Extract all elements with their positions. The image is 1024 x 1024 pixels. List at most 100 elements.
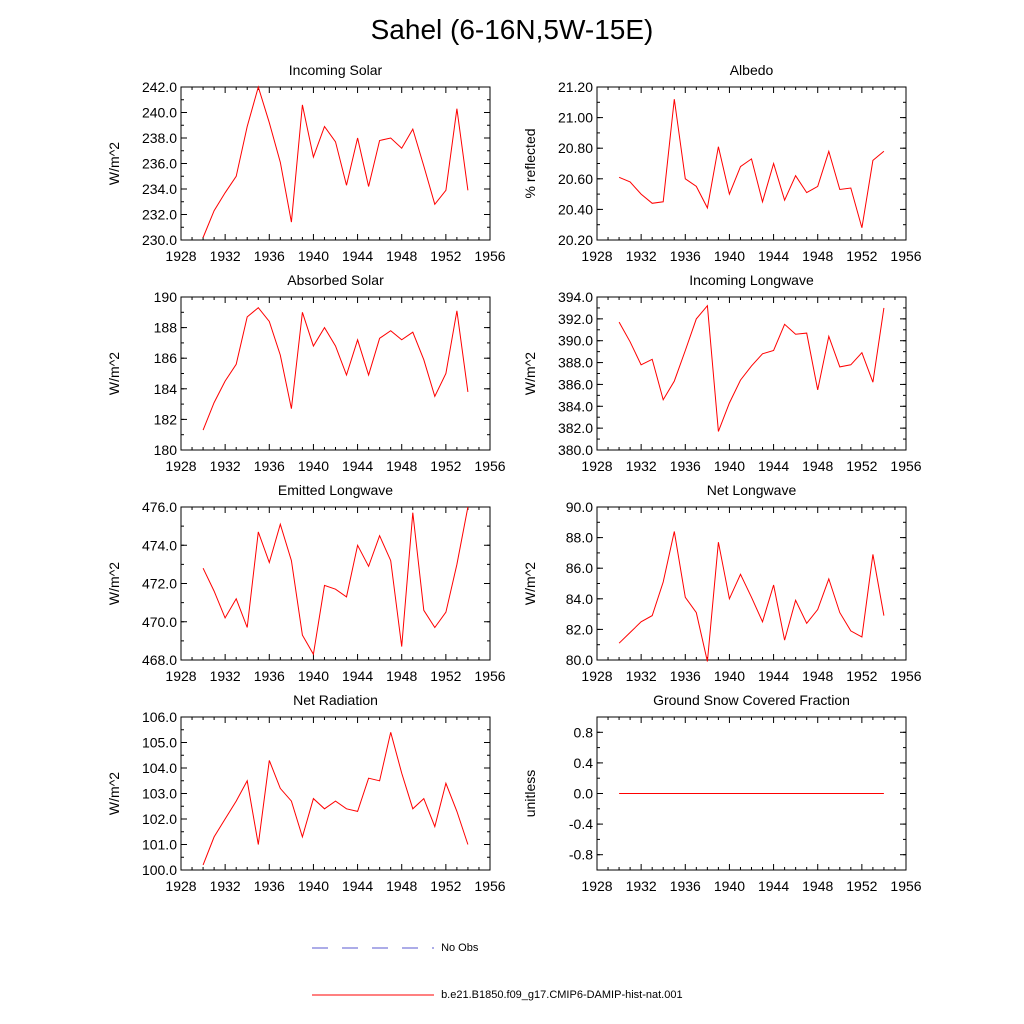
y-tick-label: 0.8 — [574, 724, 594, 740]
y-tick-label: 468.0 — [142, 652, 177, 668]
y-tick-label: 84.0 — [566, 591, 593, 607]
panel-title: Emitted Longwave — [278, 482, 393, 498]
x-tick-label: 1940 — [714, 458, 745, 474]
x-tick-label: 1952 — [846, 248, 877, 264]
legend-label: b.e21.B1850.f09_g17.CMIP6-DAMIP-hist-nat… — [441, 988, 683, 1001]
x-tick-label: 1932 — [626, 248, 657, 264]
x-tick-label: 1936 — [254, 668, 285, 684]
x-tick-label: 1948 — [386, 248, 417, 264]
y-tick-label: 21.20 — [558, 79, 593, 95]
x-tick-label: 1956 — [890, 668, 921, 684]
y-tick-label: 82.0 — [566, 621, 593, 637]
x-tick-label: 1948 — [802, 668, 833, 684]
y-tick-label: 20.60 — [558, 171, 593, 187]
x-tick-label: 1936 — [254, 248, 285, 264]
y-tick-label: -0.4 — [569, 816, 593, 832]
panel-title: Incoming Solar — [289, 62, 383, 78]
y-tick-label: 80.0 — [566, 652, 593, 668]
legend-item-no-obs: No Obs — [310, 941, 478, 955]
x-tick-label: 1952 — [430, 248, 461, 264]
x-tick-label: 1948 — [802, 878, 833, 894]
y-tick-label: 184 — [154, 381, 178, 397]
x-tick-label: 1944 — [342, 248, 373, 264]
series-line — [618, 99, 885, 228]
panel-3: Incoming Longwave W/m^2 380.0 382.0 384.0 386… — [522, 272, 922, 474]
y-tick-label: 0.4 — [574, 755, 594, 771]
x-tick-label: 1944 — [342, 458, 373, 474]
y-tick-label: 380.0 — [558, 442, 593, 458]
y-tick-label: 386.0 — [558, 376, 593, 392]
x-tick-label: 1952 — [846, 458, 877, 474]
x-tick-label: 1944 — [758, 458, 789, 474]
y-tick-label: 103.0 — [142, 786, 177, 802]
x-tick-label: 1948 — [802, 248, 833, 264]
x-tick-label: 1928 — [581, 878, 612, 894]
x-tick-label: 1940 — [714, 668, 745, 684]
x-tick-label: 1936 — [254, 878, 285, 894]
y-axis-label: % reflected — [522, 128, 538, 198]
x-tick-label: 1936 — [670, 248, 701, 264]
y-tick-label: 0.0 — [574, 786, 594, 802]
y-tick-label: 388.0 — [558, 355, 593, 371]
plot-frame — [180, 506, 491, 661]
x-tick-label: 1940 — [298, 668, 329, 684]
x-tick-label: 1928 — [165, 878, 196, 894]
x-tick-label: 1956 — [474, 458, 505, 474]
y-tick-label: 105.0 — [142, 735, 177, 751]
y-tick-label: 474.0 — [142, 537, 177, 553]
y-tick-label: 230.0 — [142, 232, 177, 248]
plot-frame — [180, 86, 491, 241]
y-tick-label: 476.0 — [142, 499, 177, 515]
x-tick-label: 1952 — [846, 668, 877, 684]
x-tick-label: 1932 — [626, 668, 657, 684]
legend-swatch-dashed — [312, 947, 434, 949]
y-tick-label: 188 — [154, 320, 178, 336]
y-tick-label: 392.0 — [558, 311, 593, 327]
panel-0: Incoming Solar W/m^2 230.0 232.0 234.0 236.0 2… — [106, 62, 506, 264]
y-tick-label: 20.80 — [558, 140, 593, 156]
y-tick-label: 20.40 — [558, 201, 593, 217]
y-tick-label: -0.8 — [569, 847, 593, 863]
y-tick-label: 90.0 — [566, 499, 593, 515]
y-axis-label: unitless — [522, 770, 538, 817]
x-tick-label: 1932 — [210, 878, 241, 894]
x-tick-label: 1956 — [890, 878, 921, 894]
x-tick-label: 1944 — [342, 668, 373, 684]
panel-6: Net Radiation W/m^2 100.0 101.0 102.0 103.0 10… — [106, 692, 506, 894]
x-tick-label: 1936 — [670, 668, 701, 684]
y-tick-label: 234.0 — [142, 181, 177, 197]
x-tick-label: 1936 — [670, 458, 701, 474]
y-tick-label: 180 — [154, 442, 178, 458]
panel-title: Net Longwave — [707, 482, 797, 498]
y-tick-label: 88.0 — [566, 530, 593, 546]
y-tick-label: 242.0 — [142, 79, 177, 95]
x-tick-label: 1932 — [210, 668, 241, 684]
y-tick-label: 232.0 — [142, 207, 177, 223]
y-axis-label: W/m^2 — [106, 562, 122, 605]
plot-frame — [596, 296, 907, 451]
x-tick-label: 1948 — [386, 878, 417, 894]
y-axis-label: W/m^2 — [522, 352, 538, 395]
y-tick-label: 100.0 — [142, 862, 177, 878]
x-tick-label: 1948 — [802, 458, 833, 474]
y-axis-label: W/m^2 — [106, 142, 122, 185]
x-tick-label: 1940 — [298, 458, 329, 474]
panel-title: Absorbed Solar — [287, 272, 384, 288]
x-tick-label: 1940 — [298, 248, 329, 264]
x-tick-label: 1944 — [342, 878, 373, 894]
x-tick-label: 1948 — [386, 458, 417, 474]
x-tick-label: 1936 — [670, 878, 701, 894]
x-tick-label: 1952 — [430, 668, 461, 684]
x-tick-label: 1944 — [758, 248, 789, 264]
x-tick-label: 1940 — [298, 878, 329, 894]
panel-title: Incoming Longwave — [689, 272, 814, 288]
x-tick-label: 1928 — [581, 458, 612, 474]
x-tick-label: 1940 — [714, 878, 745, 894]
x-tick-label: 1956 — [474, 248, 505, 264]
y-tick-label: 472.0 — [142, 576, 177, 592]
series-line — [202, 85, 469, 238]
series-line — [618, 304, 885, 432]
x-tick-label: 1956 — [474, 668, 505, 684]
plot-frame — [180, 296, 491, 451]
